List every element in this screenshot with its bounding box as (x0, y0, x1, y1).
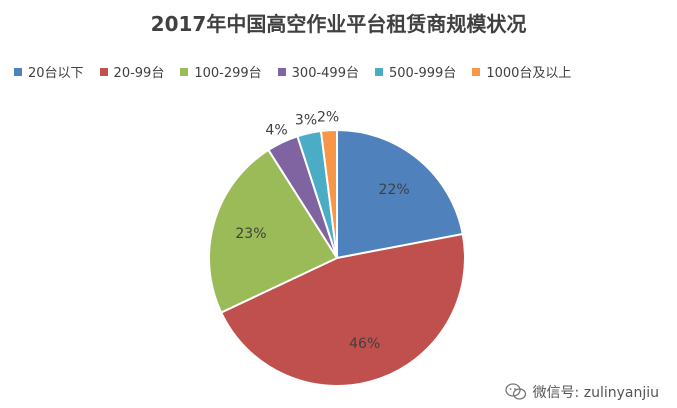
pie-slice (319, 128, 338, 259)
legend-item: 20-99台 (99, 62, 165, 81)
pie-slice (208, 148, 339, 314)
legend-item: 20台以下 (14, 62, 84, 81)
legend-label: 20台以下 (28, 66, 84, 81)
legend-item: 300-499台 (277, 62, 359, 81)
data-label: 23% (235, 226, 266, 242)
legend-swatch (472, 67, 481, 76)
pie-slice (336, 128, 464, 260)
legend-label: 300-499台 (291, 66, 359, 81)
legend-label: 500-999台 (388, 66, 457, 81)
data-label: 4% (265, 123, 287, 139)
legend-label: 20-99台 (113, 66, 165, 81)
legend-label: 1000台及以上 (486, 66, 572, 81)
legend-item: 100-299台 (180, 62, 262, 81)
legend-swatch (180, 67, 189, 76)
data-label: 2% (317, 109, 339, 125)
chart-title: 2017年中国高空作业平台租赁商规模状况 (150, 12, 527, 36)
legend-item: 1000台及以上 (472, 62, 571, 81)
data-label: 46% (349, 336, 380, 352)
wechat-watermark: 微信号: zulinyanjiu (504, 382, 659, 402)
watermark-text: 微信号: zulinyanjiu (532, 385, 659, 401)
legend-swatch (99, 67, 108, 76)
wechat-icon (504, 383, 526, 400)
legend-swatch (14, 67, 22, 76)
legend-label: 100-299台 (194, 66, 262, 81)
legend-swatch (374, 67, 383, 76)
legend-swatch (277, 67, 286, 76)
chart-legend: 20台以下 20-99台 100-299台 300-499台 500-999台 1000台… (14, 62, 674, 81)
data-label: 22% (379, 182, 410, 198)
legend-item: 500-999台 (374, 62, 457, 81)
data-label: 3% (295, 112, 317, 128)
pie-slice (219, 232, 466, 387)
